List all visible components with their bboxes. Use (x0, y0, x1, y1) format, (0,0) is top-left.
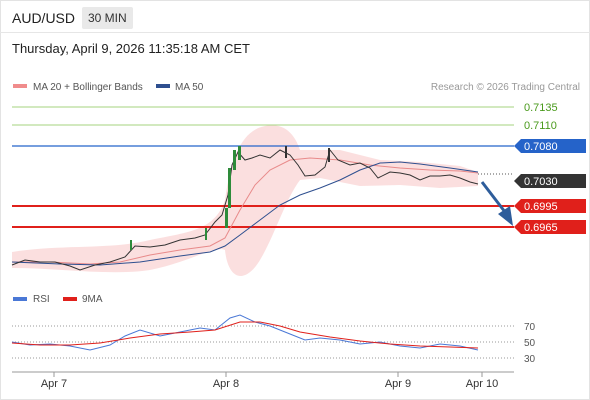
header-divider (0, 32, 590, 33)
x-tick-label-2: Apr 9 (385, 378, 411, 390)
ma9-legend-label: 9MA (82, 294, 103, 305)
candle (130, 240, 132, 250)
ma20-legend-label: MA 20 + Bollinger Bands (33, 82, 143, 93)
forecast-arrow (480, 181, 513, 226)
candles (130, 146, 330, 250)
bollinger-band (12, 125, 478, 277)
ma50-legend-label: MA 50 (175, 82, 204, 93)
level-label-4: 0.6995 (524, 201, 558, 213)
candle (328, 148, 330, 162)
level-label-0: 0.7135 (524, 102, 558, 114)
rsi-tick-30: 30 (524, 354, 536, 365)
level-label-2: 0.7080 (524, 141, 558, 153)
candle (238, 146, 241, 160)
ma50-line (11, 161, 479, 266)
ma50-legend-swatch (156, 84, 170, 88)
ma9-legend-swatch (63, 297, 77, 301)
level-label-1: 0.7110 (524, 120, 557, 132)
key-levels (12, 106, 514, 228)
x-ticks (53, 372, 483, 377)
rsi-legend-label: RSI (33, 294, 50, 305)
level-tag-4 (514, 199, 586, 213)
candle (205, 228, 207, 240)
level-labels: 0.7135 0.7110 0.7080 0.7030 0.6995 0.696… (514, 102, 586, 234)
ma20-line (12, 157, 479, 265)
timeframe-badge[interactable]: 30 MIN (82, 7, 133, 29)
rsi-tick-70: 70 (524, 322, 536, 333)
level-label-3: 0.7030 (524, 176, 558, 188)
level-tag-2 (514, 139, 586, 153)
candle (233, 150, 236, 170)
x-tick-label-1: Apr 8 (213, 378, 239, 390)
x-tick-label-3: Apr 10 (466, 378, 498, 390)
candle (228, 168, 231, 208)
rsi-tick-50: 50 (524, 338, 536, 349)
x-tick-label-0: Apr 7 (41, 378, 67, 390)
candle (225, 208, 228, 228)
level-label-5: 0.6965 (524, 222, 558, 234)
level-tag-3 (514, 174, 586, 188)
rsi-legend-swatch (13, 297, 27, 301)
level-tag-5 (514, 220, 586, 234)
ma9-line (11, 321, 479, 349)
price-line (11, 148, 479, 271)
pair-title: AUD/USD (12, 10, 76, 26)
chart-datetime: Thursday, April 9, 2026 11:35:18 AM CET (12, 41, 250, 56)
ma20-legend-swatch (13, 84, 27, 88)
credit-label: Research © 2026 Trading Central (431, 82, 580, 93)
candle (285, 146, 287, 158)
